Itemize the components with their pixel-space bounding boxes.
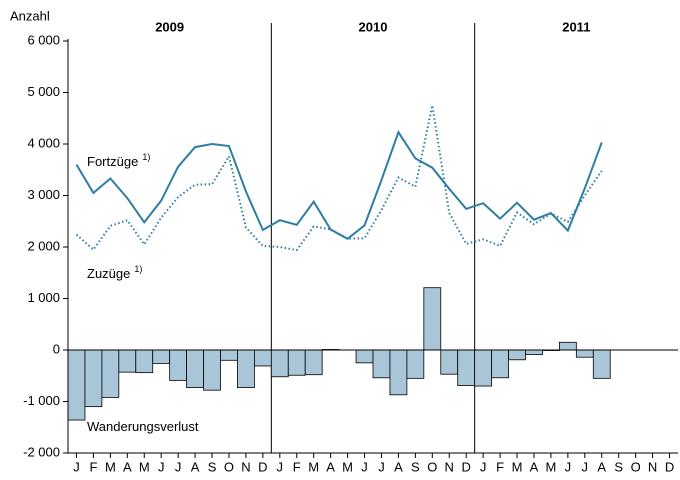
- bar: [525, 349, 543, 356]
- x-tick-label: S: [208, 459, 217, 474]
- x-tick-label: N: [445, 459, 454, 474]
- bar: [270, 349, 289, 378]
- x-tick-label: N: [241, 459, 250, 474]
- bar: [440, 349, 459, 375]
- y-tick-label: -2 000: [23, 444, 60, 459]
- bar: [372, 349, 391, 379]
- x-tick-label: J: [565, 459, 572, 474]
- x-tick-label: D: [461, 459, 470, 474]
- x-tick-label: O: [224, 459, 234, 474]
- year-label: 2011: [562, 19, 590, 34]
- bar: [355, 349, 374, 364]
- y-tick-label: 2 000: [27, 238, 60, 253]
- x-tick-label: A: [597, 459, 606, 474]
- y-tick-label: 4 000: [27, 135, 60, 150]
- x-tick-label: N: [648, 459, 657, 474]
- bar: [558, 341, 577, 351]
- bar: [203, 349, 221, 391]
- y-tick-label: -1 000: [23, 393, 60, 408]
- x-tick-label: J: [73, 459, 80, 474]
- series-line: [75, 105, 603, 252]
- bar: [84, 349, 103, 408]
- bar: [220, 349, 238, 361]
- bar: [67, 349, 86, 421]
- year-label: 2009: [155, 19, 184, 34]
- series-label: Wanderungsverlust: [87, 419, 199, 434]
- x-tick-label: J: [378, 459, 385, 474]
- y-tick-label: 5 000: [27, 84, 60, 99]
- y-tick-label: 6 000: [27, 32, 60, 47]
- bar: [101, 349, 120, 398]
- bar: [169, 349, 188, 381]
- x-tick-label: A: [326, 459, 335, 474]
- x-tick-label: A: [191, 459, 200, 474]
- bar: [423, 287, 442, 351]
- x-tick-label: O: [631, 459, 641, 474]
- series-name: Zuzüge: [87, 266, 130, 281]
- series-note: 1): [142, 152, 150, 162]
- x-tick-label: J: [277, 459, 284, 474]
- bar: [491, 349, 509, 379]
- x-tick-label: A: [123, 459, 132, 474]
- x-tick-label: M: [512, 459, 523, 474]
- bar: [253, 349, 272, 367]
- series-label: Fortzüge 1): [87, 152, 150, 169]
- bar: [152, 349, 171, 364]
- series-name: Fortzüge: [87, 154, 138, 169]
- y-tick-label: 3 000: [27, 187, 60, 202]
- bar: [389, 349, 408, 396]
- series-line: [75, 129, 603, 240]
- x-tick-label: A: [530, 459, 539, 474]
- x-tick-label: J: [480, 459, 487, 474]
- bar: [118, 349, 137, 373]
- bar: [406, 349, 425, 379]
- y-tick-label: 0: [53, 341, 60, 356]
- y-tick-label: 1 000: [27, 290, 60, 305]
- bar: [508, 349, 526, 361]
- x-tick-label: A: [394, 459, 403, 474]
- x-tick-label: D: [258, 459, 267, 474]
- x-tick-label: M: [545, 459, 556, 474]
- x-tick-label: J: [175, 459, 182, 474]
- x-tick-label: S: [614, 459, 623, 474]
- bar: [457, 349, 476, 386]
- x-tick-label: F: [496, 459, 504, 474]
- x-tick-label: M: [139, 459, 150, 474]
- bar: [186, 349, 204, 388]
- x-tick-label: J: [582, 459, 589, 474]
- bar: [135, 349, 154, 374]
- bar: [287, 349, 306, 376]
- x-tick-label: M: [308, 459, 319, 474]
- x-tick-label: D: [665, 459, 674, 474]
- bar: [474, 349, 493, 387]
- bar: [304, 349, 323, 376]
- bar: [237, 349, 255, 388]
- bar: [592, 349, 611, 379]
- y-axis-label: Anzahl: [10, 8, 50, 23]
- x-tick-label: F: [293, 459, 301, 474]
- series-label: Zuzüge 1): [87, 264, 142, 281]
- x-tick-label: J: [158, 459, 165, 474]
- x-tick-label: S: [411, 459, 420, 474]
- x-tick-label: J: [361, 459, 368, 474]
- x-tick-label: M: [105, 459, 116, 474]
- series-note: 1): [134, 264, 142, 274]
- x-tick-label: F: [89, 459, 97, 474]
- x-tick-label: M: [342, 459, 353, 474]
- bar: [575, 349, 594, 358]
- x-tick-label: O: [427, 459, 437, 474]
- year-label: 2010: [359, 19, 388, 34]
- series-name: Wanderungsverlust: [87, 419, 199, 434]
